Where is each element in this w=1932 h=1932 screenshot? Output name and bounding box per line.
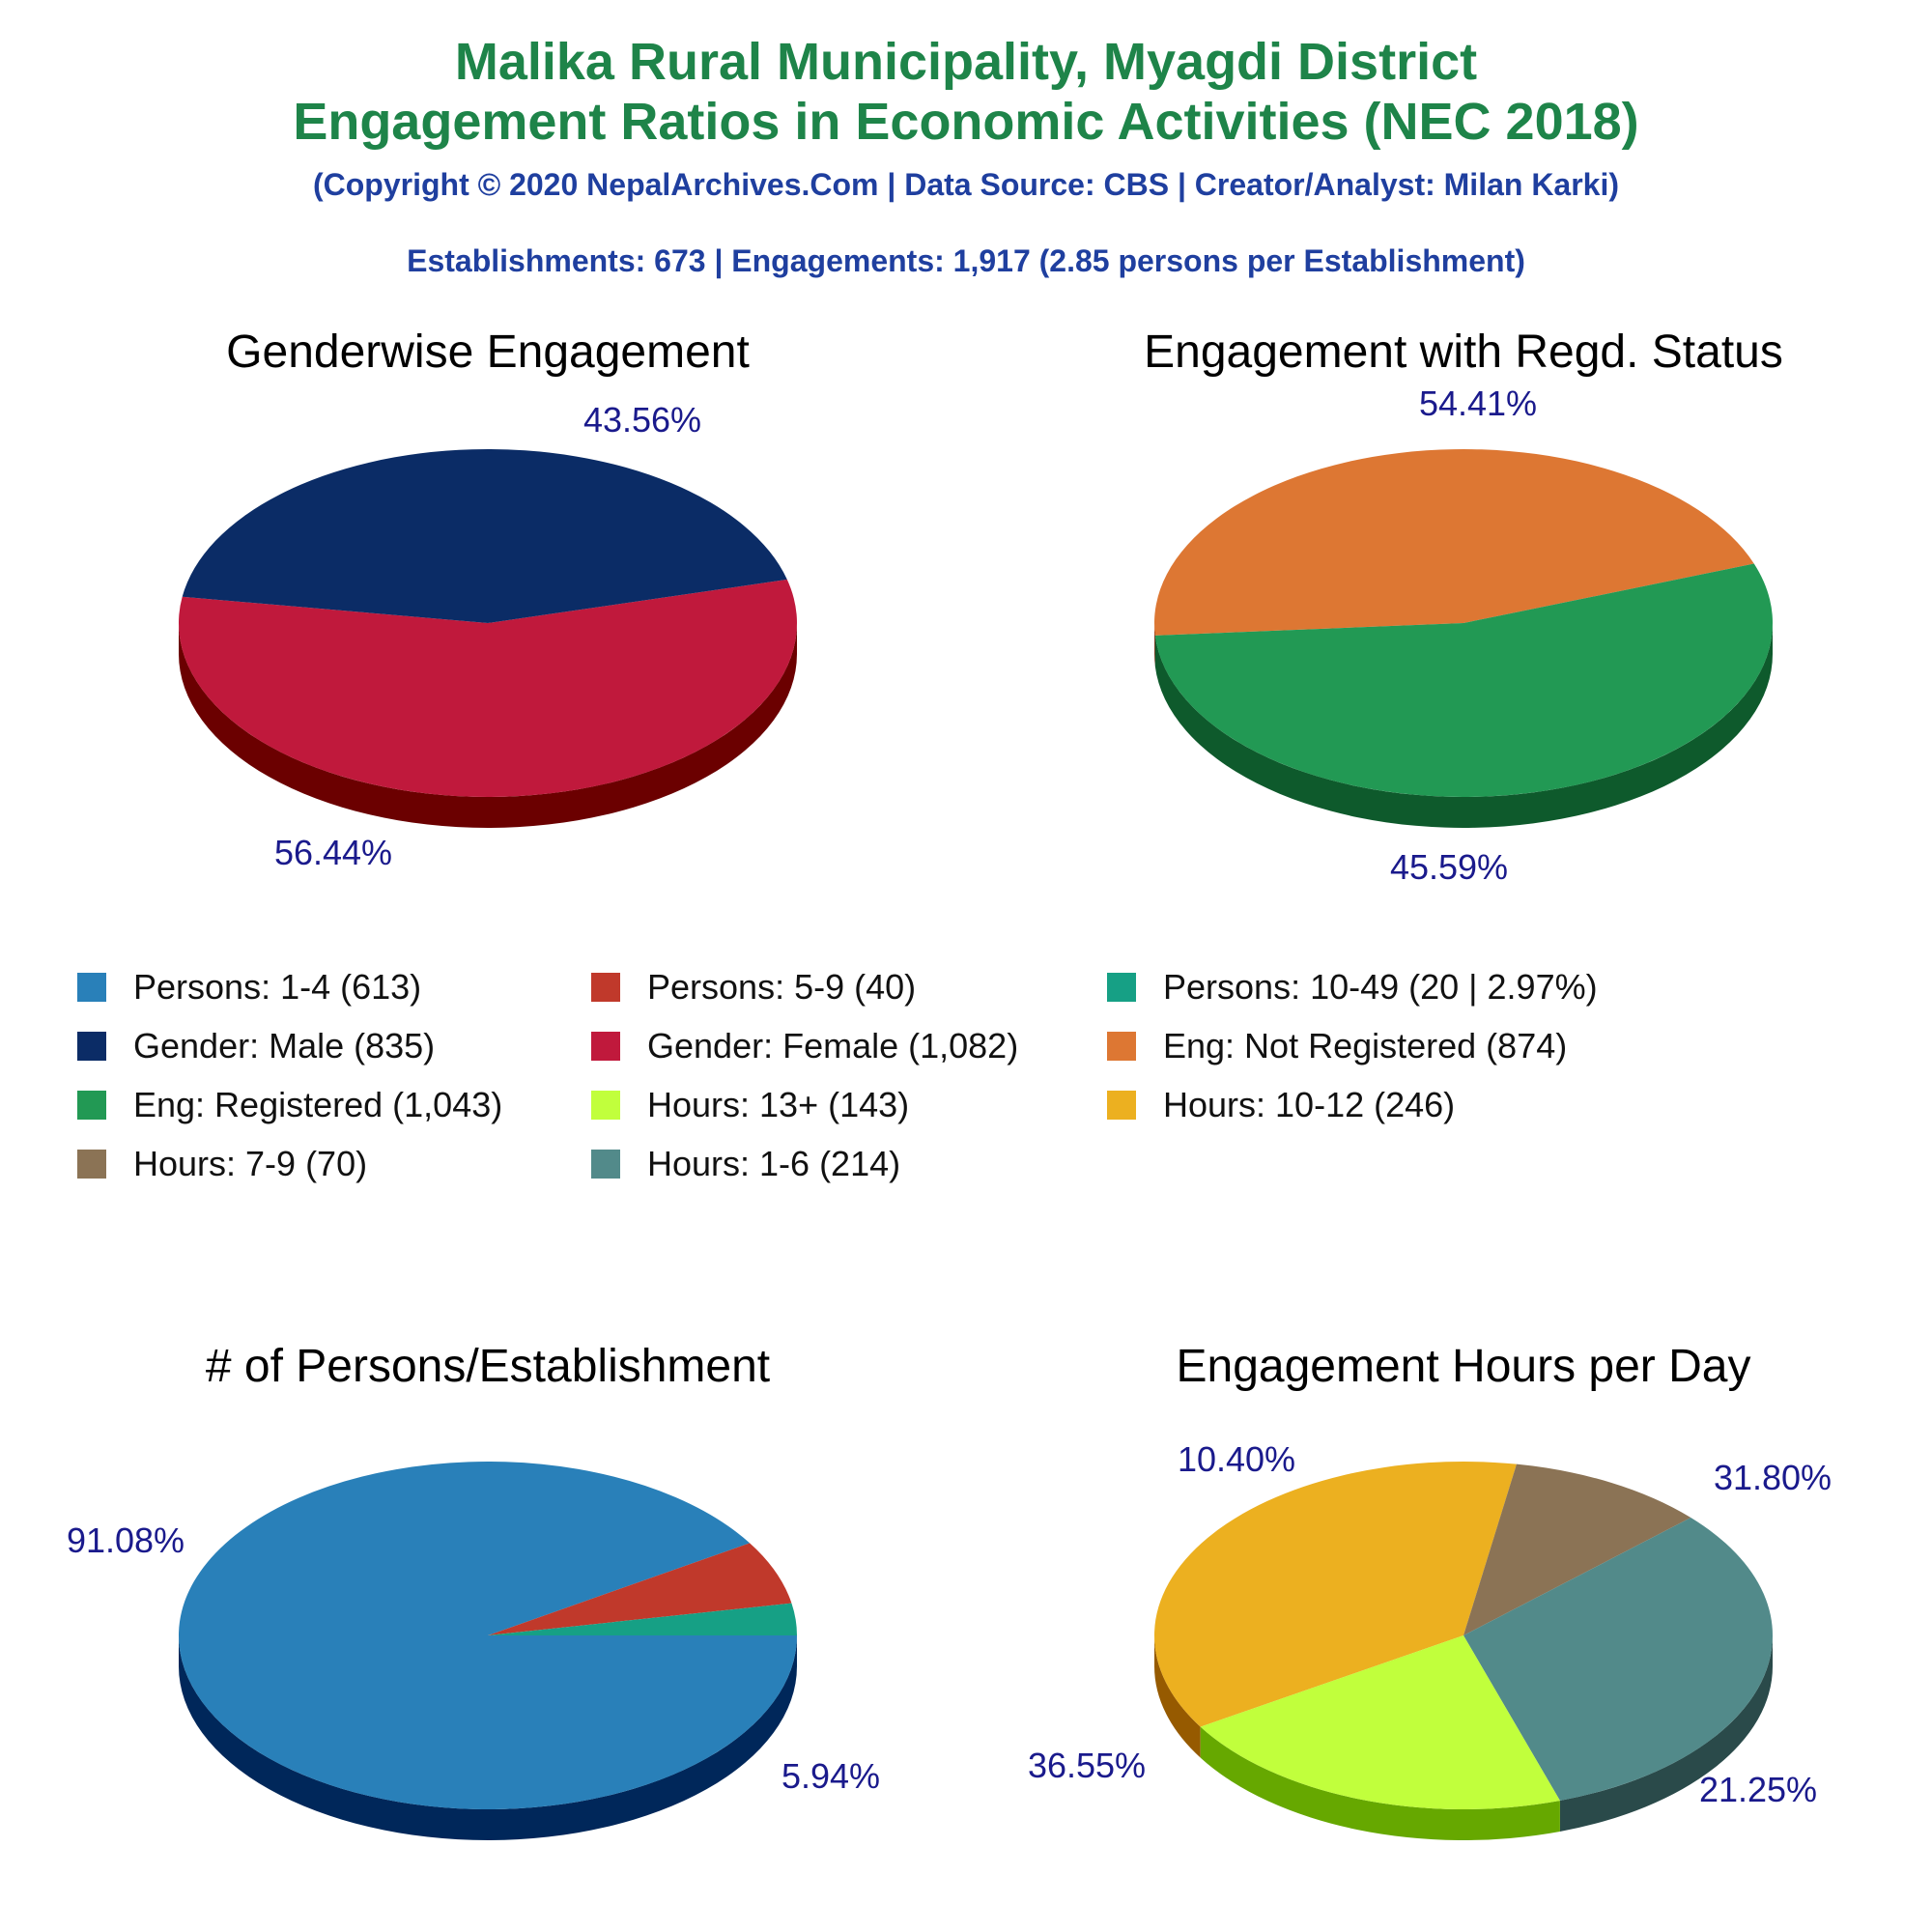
slice-label: 45.59% — [1390, 847, 1508, 887]
slice-label: 5.94% — [781, 1756, 880, 1796]
pie-slice — [488, 1603, 797, 1635]
chart-title-line2: Engagement Ratios in Economic Activities… — [293, 93, 1639, 151]
pie-chart-4: Engagement Hours per Day 36.55% 10.40% 31.8… — [1028, 1341, 1832, 1841]
legend-item: Gender: Female (1,082) — [591, 1025, 1018, 1067]
slice-label: 21.25% — [1699, 1770, 1817, 1809]
legend-label: Eng: Not Registered (874) — [1163, 1026, 1568, 1065]
copyright-line: (Copyright © 2020 NepalArchives.Com | Da… — [312, 167, 1620, 202]
slice-label: 31.80% — [1714, 1458, 1832, 1497]
pie-chart-1: Genderwise Engagement 56.44% 43.56% — [178, 327, 798, 872]
legend-item: Eng: Not Registered (874) — [1107, 1025, 1567, 1067]
legend-swatch — [1107, 1032, 1136, 1061]
legend-label: Eng: Registered (1,043) — [133, 1085, 503, 1124]
legend-swatch — [77, 973, 106, 1002]
pie-title: # of Persons/Establishment — [206, 1341, 770, 1392]
pie-side-walls — [179, 1635, 797, 1840]
pie-chart-3: # of Persons/Establishment 91.08% 5.94% — [67, 1341, 880, 1840]
pie-slice — [1463, 1463, 1691, 1635]
legend-swatch — [77, 1150, 106, 1179]
legend-swatch — [1107, 1091, 1136, 1120]
legend-swatch — [1107, 973, 1136, 1002]
legend-swatch — [591, 1150, 620, 1179]
pie-slice — [1154, 1462, 1517, 1727]
slice-label: 36.55% — [1028, 1746, 1146, 1785]
pie-side-walls — [1154, 623, 1773, 828]
legend-label: Hours: 13+ (143) — [647, 1085, 910, 1124]
legend-label: Gender: Female (1,082) — [647, 1026, 1019, 1065]
pie-slice — [1154, 563, 1774, 798]
summary-line: Establishments: 673 | Engagements: 1,917… — [407, 243, 1525, 278]
pie-title: Engagement with Regd. Status — [1144, 327, 1783, 378]
pie-side — [179, 623, 797, 828]
pie-side — [1200, 1726, 1560, 1841]
pie-side — [1559, 1635, 1773, 1833]
legend-swatch — [591, 1091, 620, 1120]
legend-swatch — [591, 973, 620, 1002]
slice-label: 43.56% — [583, 400, 701, 440]
slice-label: 91.08% — [67, 1520, 185, 1560]
legend-item: Persons: 1-4 (613) — [77, 966, 421, 1009]
legend-item: Persons: 5-9 (40) — [591, 966, 916, 1009]
legend-swatch — [591, 1032, 620, 1061]
pie-side-walls — [179, 623, 797, 828]
legend-item: Hours: 13+ (143) — [591, 1084, 909, 1126]
legend-item: Hours: 1-6 (214) — [591, 1143, 900, 1185]
pie-title: Engagement Hours per Day — [1177, 1341, 1751, 1392]
legend-swatch — [77, 1091, 106, 1120]
slice-label: 10.40% — [1178, 1439, 1295, 1479]
slice-label: 54.41% — [1419, 384, 1537, 423]
slice-label: 56.44% — [274, 833, 392, 872]
pie-slice — [178, 579, 798, 797]
legend-item: Hours: 7-9 (70) — [77, 1143, 367, 1185]
legend-item: Eng: Registered (1,043) — [77, 1084, 502, 1126]
legend-label: Hours: 10-12 (246) — [1163, 1085, 1456, 1124]
legend-item: Persons: 10-49 (20 | 2.97%) — [1107, 966, 1598, 1009]
pie-slice — [1154, 449, 1754, 636]
legend-swatch — [77, 1032, 106, 1061]
pie-side — [1154, 623, 1155, 667]
pie-slice — [488, 1543, 792, 1635]
pie-side — [179, 1635, 797, 1840]
pie-side — [1154, 623, 1773, 828]
chart-title-line1: Malika Rural Municipality, Myagdi Distri… — [454, 33, 1478, 91]
pie-side — [1154, 1635, 1201, 1758]
legend-label: Persons: 1-4 (613) — [133, 967, 422, 1007]
legend-item: Hours: 10-12 (246) — [1107, 1084, 1455, 1126]
legend-label: Persons: 5-9 (40) — [647, 967, 917, 1007]
pie-slice — [1463, 1518, 1774, 1802]
pie-title: Genderwise Engagement — [226, 327, 750, 378]
pie-chart-2: Engagement with Regd. Status 45.59% 54.41% — [1144, 327, 1783, 887]
legend-label: Hours: 1-6 (214) — [647, 1144, 901, 1183]
pie-slice — [1200, 1635, 1560, 1810]
pie-slice — [182, 448, 787, 623]
legend-label: Gender: Male (835) — [133, 1026, 436, 1065]
legend-item: Gender: Male (835) — [77, 1025, 435, 1067]
pie-side-walls — [1154, 1635, 1773, 1841]
legend-label: Hours: 7-9 (70) — [133, 1144, 368, 1183]
legend-label: Persons: 10-49 (20 | 2.97%) — [1163, 967, 1598, 1007]
